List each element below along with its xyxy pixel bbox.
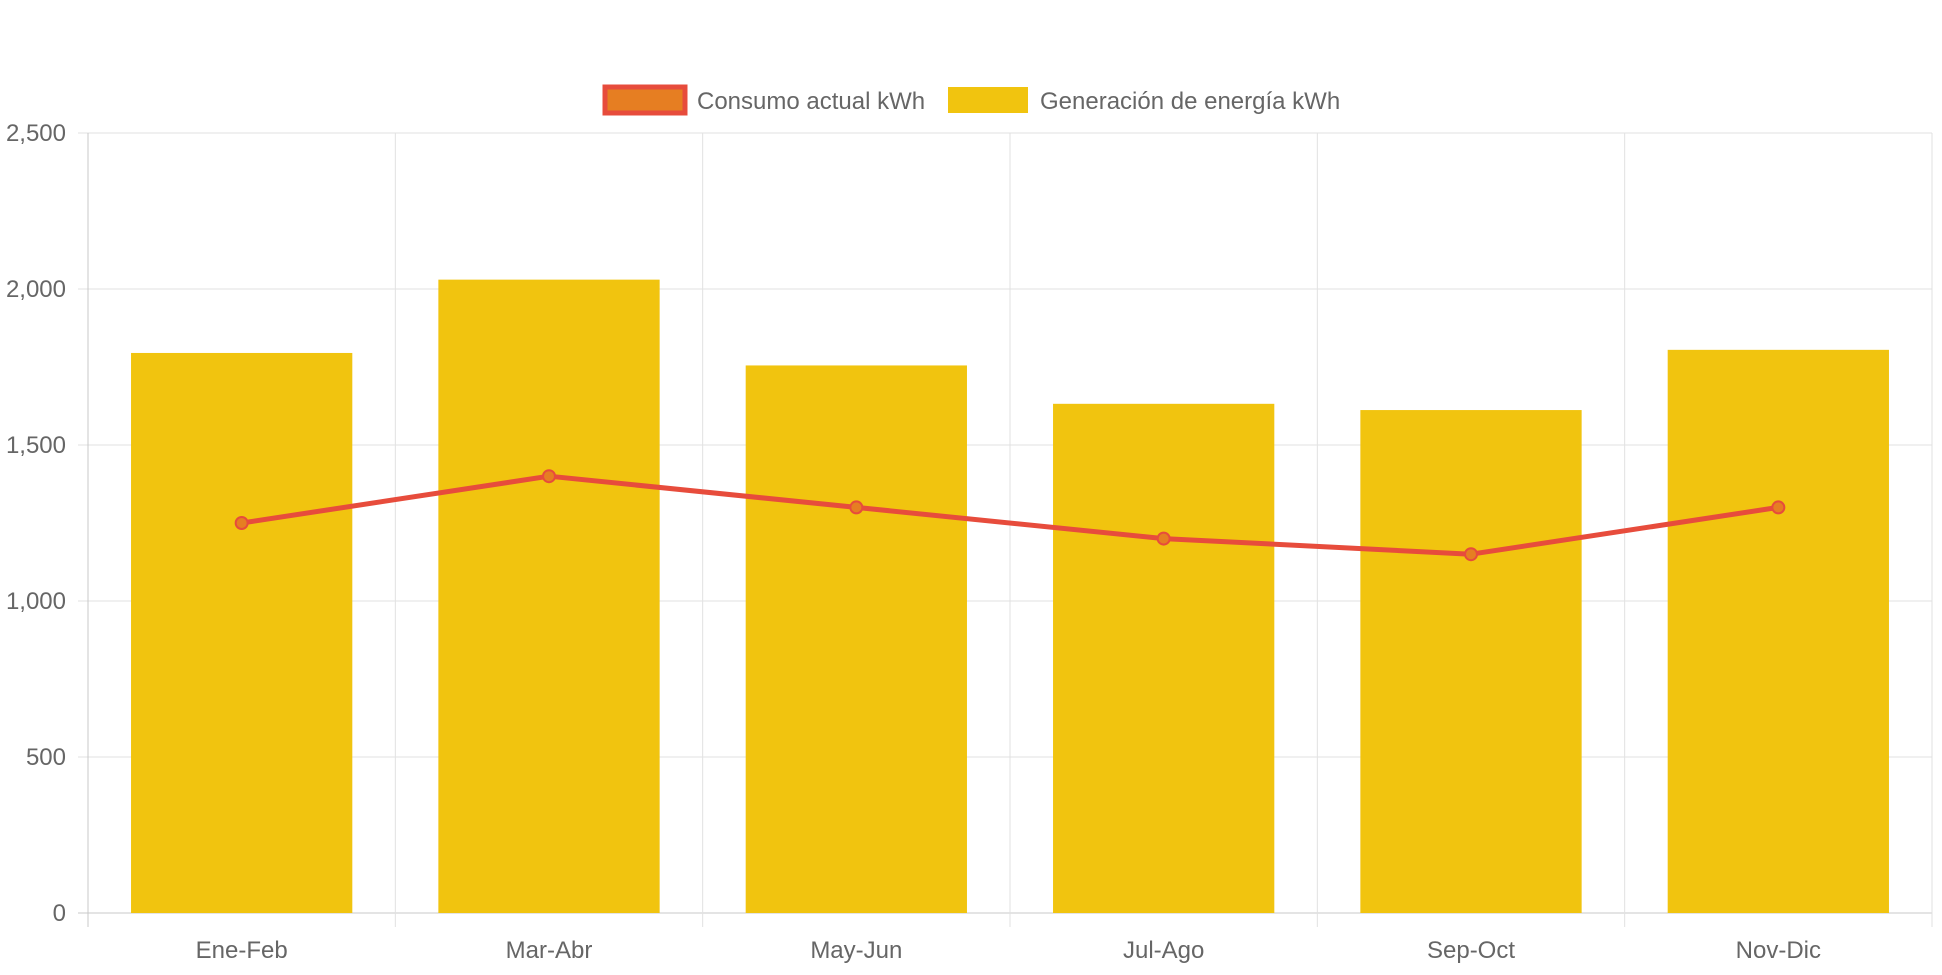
line-point-nov-dic <box>1771 500 1786 515</box>
line-layer <box>234 469 1786 562</box>
bar-mar-abr <box>438 279 660 913</box>
y-tick-label: 1,500 <box>6 432 66 459</box>
legend-swatch-consumo <box>602 84 688 116</box>
legend-label-consumo: Consumo actual kWh <box>697 88 925 115</box>
bar-nov-dic <box>1667 349 1889 914</box>
legend-label-generacion: Generación de energía kWh <box>1040 88 1340 115</box>
y-tick-label: 2,500 <box>6 120 66 147</box>
bar-jul-ago <box>1053 403 1275 913</box>
y-tick-label: 1,000 <box>6 588 66 615</box>
x-tick-label: Jul-Ago <box>1123 937 1204 964</box>
x-tick-label: Ene-Feb <box>196 937 288 964</box>
axis-layer: 0 500 1,000 1,500 2,000 2,500 Ene-Feb Mar-Abr Ma… <box>6 120 1821 964</box>
bar-may-jun <box>745 365 967 913</box>
line-point-ene-feb <box>234 516 249 530</box>
line-point-jul-ago <box>1156 531 1171 546</box>
x-tick-label: Mar-Abr <box>506 937 593 964</box>
grid-layer <box>78 132 1933 927</box>
x-tick-label: May-Jun <box>810 937 902 964</box>
legend-swatch-generacion <box>948 87 1028 113</box>
line-point-mar-abr <box>542 469 556 484</box>
x-tick-label: Nov-Dic <box>1736 937 1821 964</box>
line-series-consumo <box>239 473 1781 557</box>
y-tick-label: 2,000 <box>6 276 66 303</box>
x-tick-label: Sep-Oct <box>1427 937 1515 964</box>
y-tick-label: 0 <box>53 900 66 927</box>
bar-ene-feb <box>131 352 353 914</box>
bar-layer <box>131 279 1889 914</box>
bar-sep-oct <box>1360 410 1582 913</box>
legend: Consumo actual kWh Generación de energía … <box>602 84 1340 116</box>
line-point-may-jun <box>849 500 864 515</box>
y-tick-label: 500 <box>26 744 66 771</box>
line-point-sep-oct <box>1464 547 1478 562</box>
